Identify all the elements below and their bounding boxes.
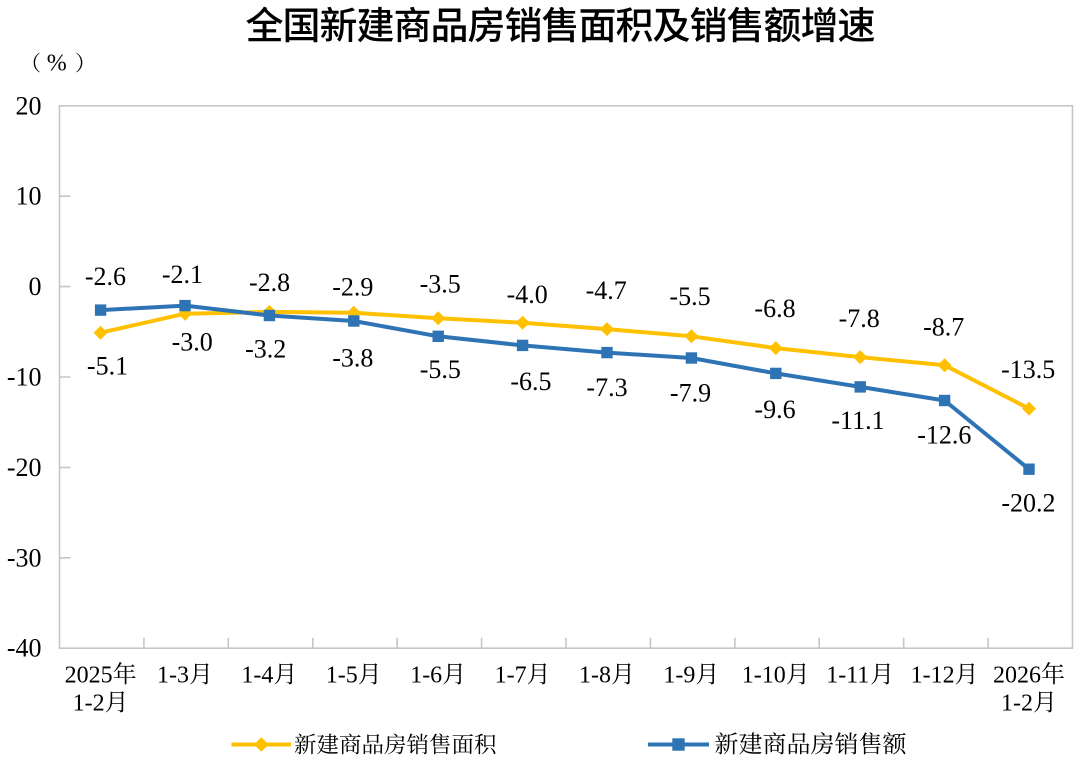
svg-text:-9.6: -9.6 xyxy=(754,395,795,424)
svg-text:-11.1: -11.1 xyxy=(831,406,884,435)
svg-text:1-3: 1-3 xyxy=(157,663,189,689)
svg-text:-30: -30 xyxy=(7,543,42,572)
svg-text:-3.2: -3.2 xyxy=(245,335,286,364)
svg-text:-40: -40 xyxy=(7,634,42,663)
svg-text:1-9: 1-9 xyxy=(663,663,695,689)
svg-text:1-2: 1-2 xyxy=(1001,691,1033,717)
svg-text:1-7: 1-7 xyxy=(495,663,527,689)
svg-text:-2.8: -2.8 xyxy=(249,268,290,297)
svg-text:-2.9: -2.9 xyxy=(332,272,373,301)
svg-text:0: 0 xyxy=(29,272,42,301)
svg-text:-3.5: -3.5 xyxy=(420,270,461,299)
svg-text:-20: -20 xyxy=(7,453,42,482)
svg-text:2025: 2025 xyxy=(65,663,113,689)
svg-text:1-6: 1-6 xyxy=(410,663,442,689)
svg-text:-7.3: -7.3 xyxy=(586,373,627,402)
svg-text:-4.7: -4.7 xyxy=(586,276,627,305)
svg-text:-6.8: -6.8 xyxy=(754,294,795,323)
svg-text:-7.9: -7.9 xyxy=(670,379,711,408)
svg-text:-20.2: -20.2 xyxy=(1001,488,1055,517)
svg-text:-4.0: -4.0 xyxy=(507,280,548,309)
svg-text:-5.5: -5.5 xyxy=(420,355,461,384)
svg-text:-7.8: -7.8 xyxy=(839,304,880,333)
svg-text:1-4: 1-4 xyxy=(241,663,273,689)
svg-text:-5.1: -5.1 xyxy=(87,351,128,380)
svg-text:1-12: 1-12 xyxy=(911,663,955,689)
svg-text:-13.5: -13.5 xyxy=(1001,355,1055,384)
svg-text:-12.6: -12.6 xyxy=(917,420,971,449)
svg-text:10: 10 xyxy=(16,182,42,211)
svg-text:%: % xyxy=(47,51,67,77)
svg-text:1-2: 1-2 xyxy=(73,691,105,717)
svg-text:20: 20 xyxy=(16,91,42,120)
svg-text:-3.0: -3.0 xyxy=(172,327,213,356)
svg-text:1-11: 1-11 xyxy=(826,663,869,689)
svg-text:-3.8: -3.8 xyxy=(332,343,373,372)
svg-text:-5.5: -5.5 xyxy=(669,282,710,311)
svg-text:-10: -10 xyxy=(7,363,42,392)
svg-text:1-10: 1-10 xyxy=(742,663,786,689)
svg-text:1-8: 1-8 xyxy=(579,663,611,689)
svg-text:-8.7: -8.7 xyxy=(923,312,964,341)
svg-text:1-5: 1-5 xyxy=(326,663,358,689)
svg-text:2026: 2026 xyxy=(993,663,1041,689)
svg-text:-2.6: -2.6 xyxy=(85,262,126,291)
svg-text:-6.5: -6.5 xyxy=(510,367,551,396)
svg-text:-2.1: -2.1 xyxy=(162,260,203,289)
